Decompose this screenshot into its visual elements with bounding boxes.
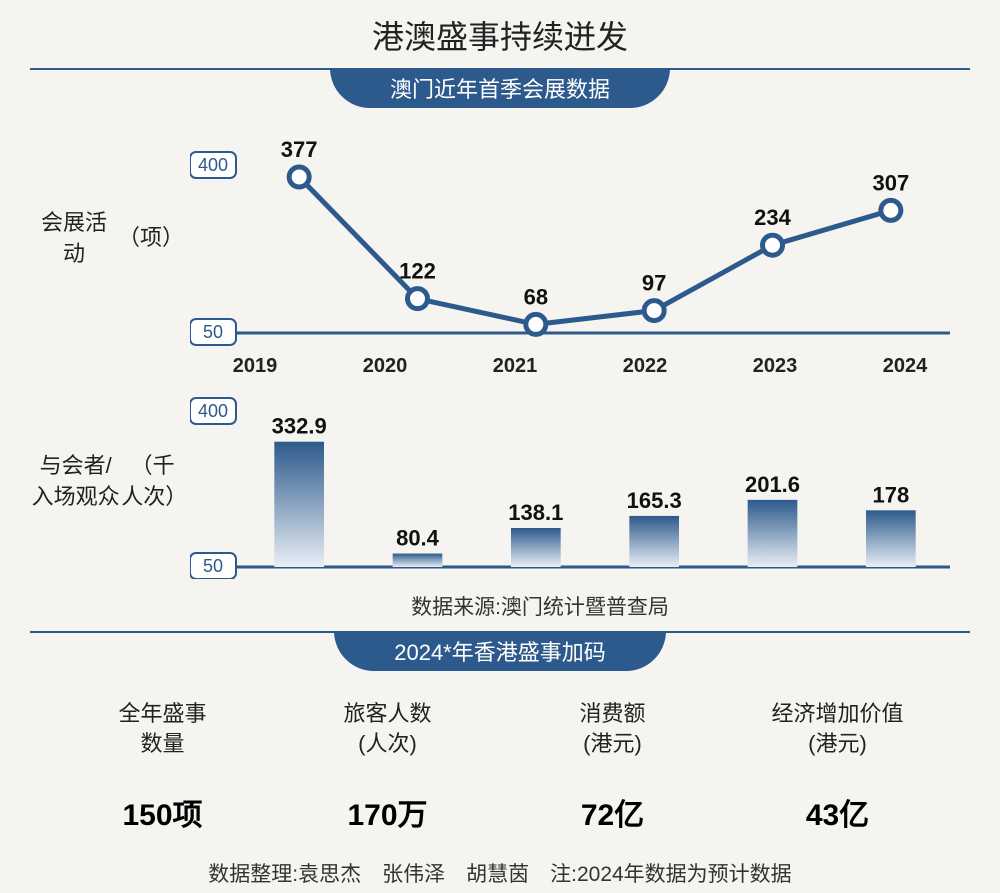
svg-text:234: 234	[754, 205, 791, 230]
x-tick: 2021	[460, 355, 569, 378]
svg-text:307: 307	[872, 170, 909, 195]
bar-chart-section: 与会者/入场观众（千人次） 400 50 332.9 80.4 138.1 165.3 20…	[30, 384, 970, 579]
footer: 数据整理:袁思杰 张伟泽 胡慧茵 注:2024年数据为预计数据	[30, 858, 970, 888]
x-tick: 2024	[850, 355, 959, 378]
svg-text:165.3: 165.3	[627, 488, 682, 513]
stat-block: 旅客人数(人次) 170万	[275, 699, 500, 834]
stat-block: 全年盛事数量 150项	[50, 699, 275, 834]
svg-text:178: 178	[872, 482, 909, 507]
stat-label: 全年盛事数量	[50, 699, 275, 758]
section2-banner: 2024*年香港盛事加码	[334, 631, 666, 671]
stat-value: 43亿	[725, 790, 950, 834]
stat-label: 旅客人数(人次)	[275, 699, 500, 758]
stat-value: 170万	[275, 790, 500, 834]
stat-block: 经济增加价值(港元) 43亿	[725, 699, 950, 834]
stat-value: 150项	[50, 790, 275, 834]
stat-label: 消费额(港元)	[500, 699, 725, 758]
line-chart-section: 会展活动（项） 400 50 377 122 68 97 234 307	[30, 126, 970, 351]
svg-text:138.1: 138.1	[508, 500, 563, 525]
section1-source: 数据来源:澳门统计暨普查局	[30, 591, 970, 621]
x-tick: 2020	[330, 355, 439, 378]
x-tick: 2022	[590, 355, 699, 378]
svg-text:377: 377	[281, 137, 318, 162]
svg-text:80.4: 80.4	[396, 526, 440, 551]
stat-block: 消费额(港元) 72亿	[500, 699, 725, 834]
stats-row: 全年盛事数量 150项旅客人数(人次) 170万消费额(港元) 72亿经济增加价值(港…	[30, 699, 970, 834]
svg-text:50: 50	[203, 322, 223, 342]
svg-text:332.9: 332.9	[272, 414, 327, 439]
x-axis: 2019 2020 2021 2022 2023 2024	[190, 355, 970, 378]
line-chart: 400 50 377 122 68 97 234 307	[190, 126, 970, 351]
x-tick: 2023	[720, 355, 829, 378]
section1-banner: 澳门近年首季会展数据	[330, 68, 670, 108]
stat-label: 经济增加价值(港元)	[725, 699, 950, 758]
section1-banner-wrap: 澳门近年首季会展数据	[30, 68, 970, 108]
svg-text:400: 400	[198, 155, 228, 175]
bar-chart: 400 50 332.9 80.4 138.1 165.3 201.6 178	[190, 384, 970, 579]
svg-text:68: 68	[524, 284, 548, 309]
svg-text:201.6: 201.6	[745, 472, 800, 497]
x-tick: 2019	[200, 355, 309, 378]
main-title: 港澳盛事持续迸发	[30, 12, 970, 58]
svg-text:122: 122	[399, 259, 436, 284]
line-chart-ylabel: 会展活动（项）	[30, 126, 190, 351]
stat-value: 72亿	[500, 790, 725, 834]
svg-text:400: 400	[198, 401, 228, 421]
svg-text:50: 50	[203, 556, 223, 576]
bar-chart-ylabel: 与会者/入场观众（千人次）	[30, 384, 190, 579]
svg-text:97: 97	[642, 271, 666, 296]
section2-banner-wrap: 2024*年香港盛事加码	[30, 631, 970, 671]
